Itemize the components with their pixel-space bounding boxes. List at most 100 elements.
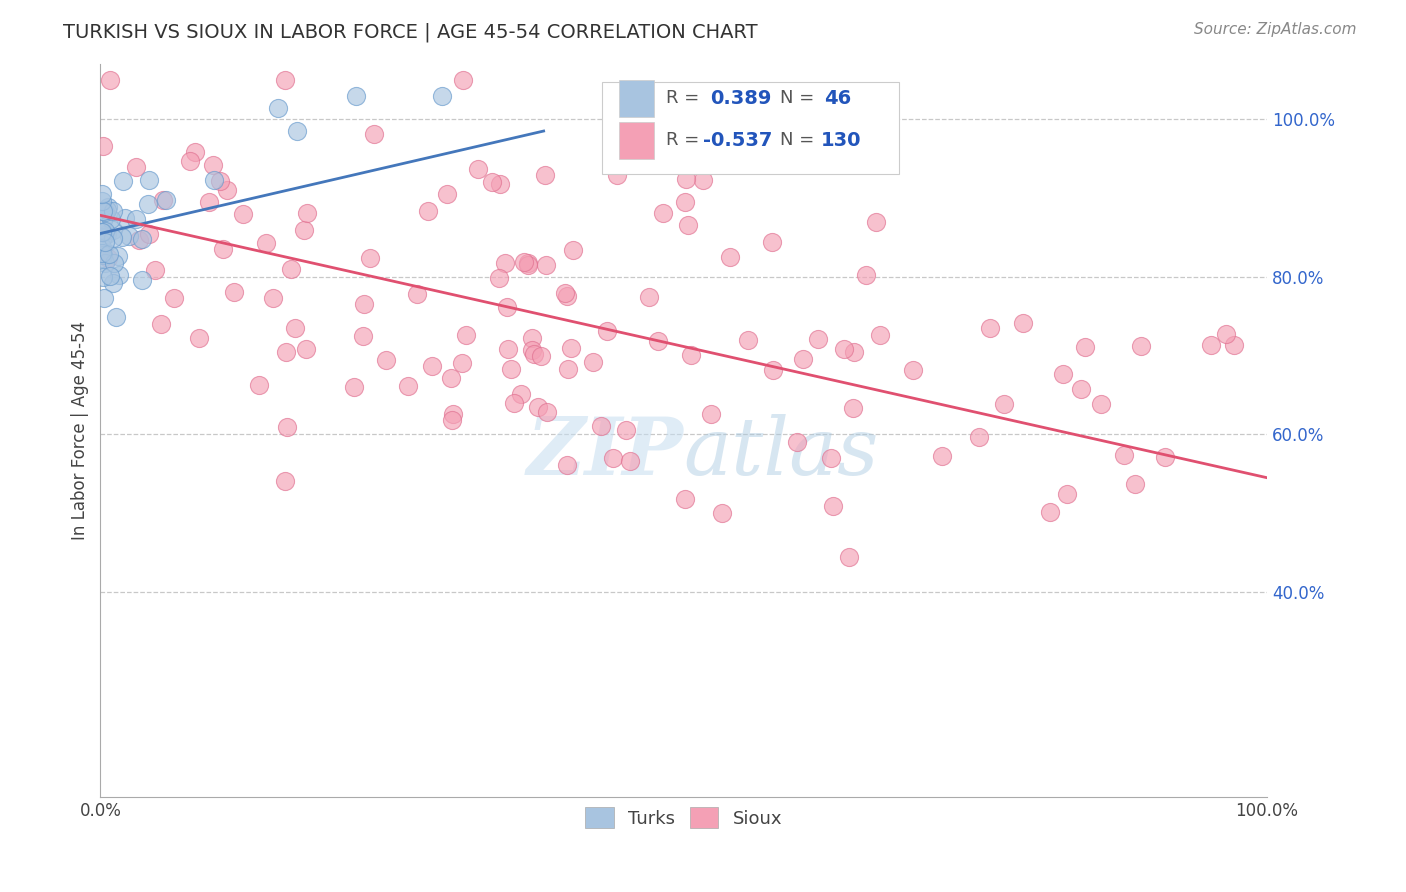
Point bbox=[97, 200, 120, 214]
Text: R =: R = bbox=[666, 89, 699, 107]
Point bbox=[138, 227, 160, 241]
Point bbox=[247, 378, 270, 392]
Point bbox=[582, 355, 605, 369]
Point bbox=[197, 194, 219, 209]
Point bbox=[1199, 337, 1222, 351]
Point bbox=[534, 169, 557, 183]
Text: ZIP: ZIP bbox=[527, 414, 683, 491]
Point bbox=[273, 72, 295, 87]
Point bbox=[993, 397, 1015, 411]
Point bbox=[155, 194, 177, 208]
Point bbox=[1123, 477, 1146, 491]
Point bbox=[499, 361, 522, 376]
Point bbox=[1112, 448, 1135, 462]
FancyBboxPatch shape bbox=[620, 80, 654, 117]
Point bbox=[673, 194, 696, 209]
Point bbox=[276, 420, 298, 434]
Point bbox=[602, 450, 624, 465]
Point bbox=[202, 158, 225, 172]
FancyBboxPatch shape bbox=[602, 82, 900, 174]
Point bbox=[614, 423, 637, 437]
Point bbox=[517, 259, 540, 273]
Point bbox=[443, 407, 465, 421]
Point bbox=[101, 223, 124, 237]
Point bbox=[1215, 326, 1237, 341]
Point bbox=[676, 219, 699, 233]
Point bbox=[103, 231, 125, 245]
Point bbox=[100, 211, 122, 226]
Point bbox=[554, 286, 576, 301]
Point bbox=[557, 458, 579, 472]
Point bbox=[832, 342, 855, 356]
Point bbox=[97, 252, 120, 266]
Point bbox=[520, 331, 543, 345]
Point bbox=[761, 235, 783, 249]
Point bbox=[105, 310, 128, 324]
Point bbox=[441, 413, 464, 427]
Point bbox=[143, 262, 166, 277]
Point bbox=[527, 400, 550, 414]
Point bbox=[150, 318, 173, 332]
Point bbox=[489, 178, 512, 192]
Point bbox=[94, 255, 117, 269]
Point bbox=[792, 352, 814, 367]
Point bbox=[710, 506, 733, 520]
Point bbox=[1056, 486, 1078, 500]
Point bbox=[285, 124, 308, 138]
Point bbox=[589, 419, 612, 434]
Point bbox=[103, 255, 125, 269]
Point bbox=[343, 379, 366, 393]
Point bbox=[619, 453, 641, 467]
Point bbox=[440, 371, 463, 385]
Point bbox=[131, 232, 153, 246]
Point bbox=[107, 268, 129, 282]
Point bbox=[481, 174, 503, 188]
Point bbox=[163, 291, 186, 305]
Point bbox=[737, 333, 759, 347]
Point bbox=[224, 285, 246, 299]
Point bbox=[855, 268, 877, 282]
Point bbox=[494, 255, 516, 269]
Point bbox=[295, 343, 318, 357]
Point bbox=[284, 321, 307, 335]
Point bbox=[503, 395, 526, 409]
Y-axis label: In Labor Force | Age 45-54: In Labor Force | Age 45-54 bbox=[72, 321, 89, 540]
Point bbox=[786, 435, 808, 450]
Point bbox=[97, 247, 120, 261]
Point bbox=[637, 289, 659, 303]
Point bbox=[673, 491, 696, 506]
Point bbox=[91, 248, 114, 262]
Point bbox=[436, 186, 458, 201]
Point bbox=[131, 273, 153, 287]
Point bbox=[562, 244, 585, 258]
Point bbox=[353, 296, 375, 310]
Point bbox=[114, 211, 136, 225]
Text: N =: N = bbox=[780, 131, 814, 150]
Point bbox=[842, 344, 865, 359]
Point bbox=[901, 363, 924, 377]
Point bbox=[128, 234, 150, 248]
Point bbox=[374, 352, 396, 367]
Point bbox=[1052, 367, 1074, 381]
Point bbox=[125, 160, 148, 174]
Point bbox=[100, 268, 122, 283]
Point bbox=[1090, 397, 1112, 411]
Point bbox=[101, 203, 124, 218]
Point bbox=[111, 229, 134, 244]
Point bbox=[647, 334, 669, 348]
Point bbox=[652, 206, 675, 220]
Point bbox=[467, 162, 489, 177]
Point bbox=[267, 101, 290, 115]
Point bbox=[555, 289, 578, 303]
Point bbox=[675, 172, 697, 186]
Point bbox=[523, 347, 546, 361]
Point bbox=[90, 225, 112, 239]
Point bbox=[865, 215, 887, 229]
Point bbox=[530, 349, 553, 363]
Point bbox=[430, 88, 453, 103]
Point bbox=[1070, 382, 1092, 396]
Point bbox=[842, 401, 865, 415]
Point bbox=[1012, 316, 1035, 330]
Point bbox=[967, 430, 990, 444]
Point bbox=[420, 359, 443, 373]
